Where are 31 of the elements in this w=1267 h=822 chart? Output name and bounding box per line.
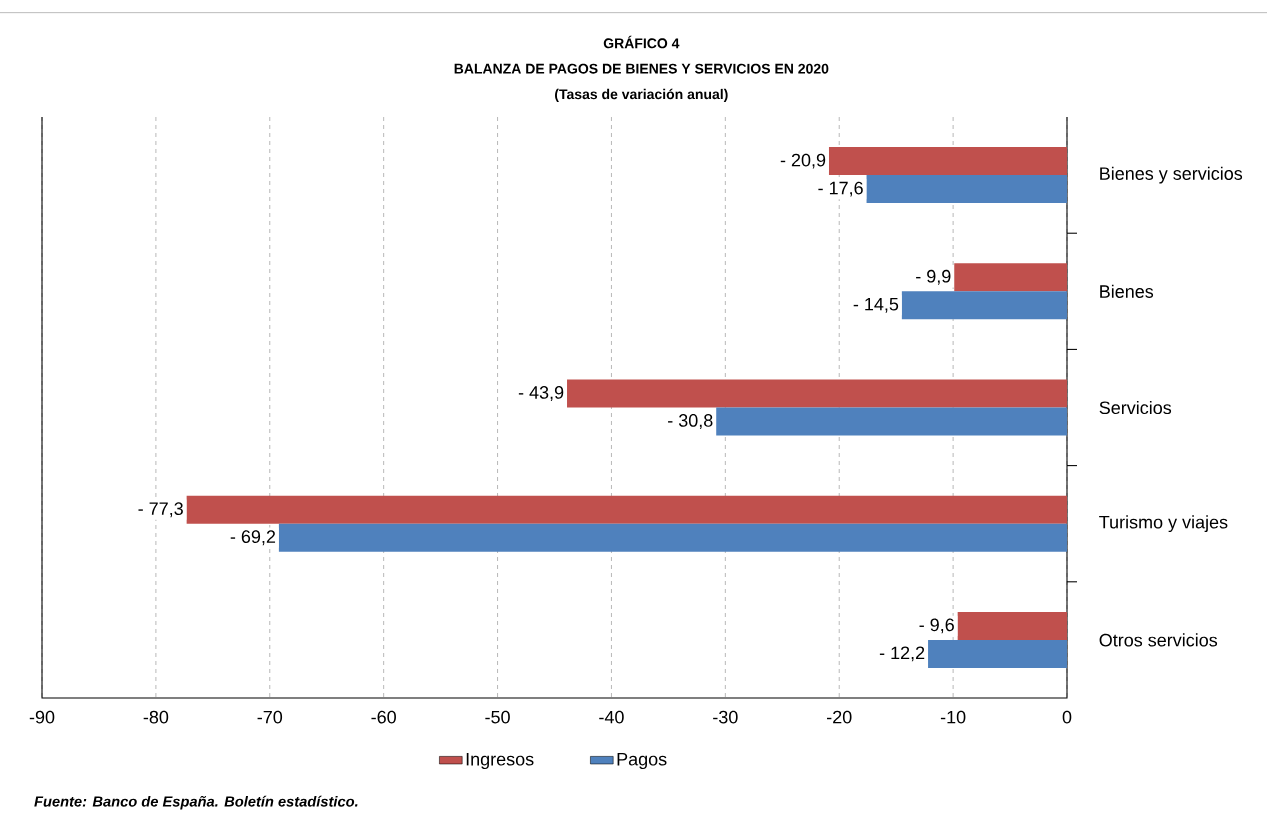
y-tick-label: Servicios — [1099, 400, 1172, 415]
data-label: - 43,9 — [518, 386, 564, 401]
source-note: Fuente: Banco de España. Boletín estadístico. — [34, 795, 358, 810]
text: (Tasas de variación anual) — [555, 88, 728, 102]
data-label: - 77,3 — [138, 502, 183, 518]
data-label: - 14,5 — [853, 297, 899, 313]
y-tick-label: Bienes y servicios — [1100, 166, 1243, 184]
x-tick-label: 0 — [1062, 710, 1072, 724]
data-label: - 17,6 — [818, 181, 863, 197]
y-tick-label: Bienes — [1100, 284, 1154, 298]
x-tick-label: -40 — [599, 710, 624, 724]
data-label: - 69,2 — [230, 530, 276, 546]
data-label: - 30,8 — [668, 414, 713, 429]
y-tick-label: Otros servicios — [1099, 633, 1218, 647]
x-tick-label: -70 — [257, 710, 283, 724]
x-tick-label: -10 — [940, 710, 966, 724]
legend-label: Pagos — [617, 753, 667, 770]
data-label: - 9,9 — [916, 269, 951, 285]
x-tick-label: -50 — [485, 710, 510, 724]
x-tick-label: -30 — [713, 710, 738, 724]
chart-subtitle: BALANZA DE PAGOS DE BIENES Y SERVICIOS EN 2020 — [454, 63, 829, 74]
x-tick-label: -80 — [143, 710, 169, 724]
data-label: - 9,6 — [919, 618, 954, 634]
chart-title: GRÁFICO 4 — [603, 35, 680, 49]
legend-label: Ingresos — [466, 753, 534, 770]
data-label: - 20,9 — [780, 153, 826, 169]
y-tick-label: Turismo y viajes — [1099, 515, 1228, 533]
data-label: - 12,2 — [879, 646, 925, 662]
x-tick-label: -20 — [827, 710, 852, 724]
x-tick-label: -90 — [29, 710, 55, 724]
x-tick-label: -60 — [371, 710, 396, 724]
